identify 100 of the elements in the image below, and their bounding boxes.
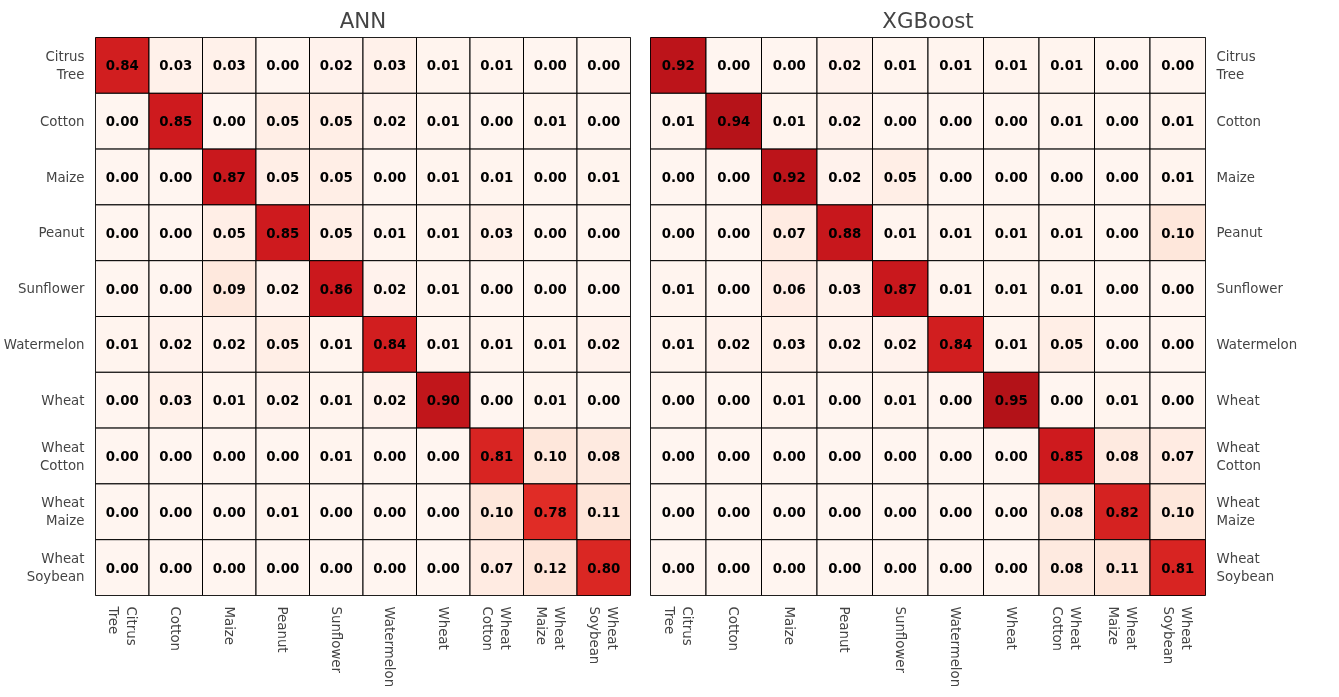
data-label: 0.00 [661,170,695,185]
data-label: 0.01 [994,225,1028,241]
data-label: 0.01 [480,337,514,353]
x-tick-label: Wheat Cotton [480,606,514,652]
data-label: 0.90 [426,393,460,409]
data-label: 0.01 [939,58,973,74]
data-label: 0.00 [587,114,621,130]
data-label: 0.00 [105,281,139,297]
y-tick-label: Watermelon [3,336,85,352]
data-label: 0.10 [480,504,514,520]
data-label: 0.01 [1050,114,1084,130]
data-label: 0.00 [1105,58,1139,74]
data-label: 0.08 [1050,560,1084,576]
data-label: 0.85 [1050,449,1084,464]
data-label: 0.01 [994,58,1028,74]
data-label: 0.11 [587,504,621,520]
data-label: 0.00 [426,449,460,464]
x-tick-label: Citrus Tree [661,605,695,646]
data-label: 0.00 [159,170,193,185]
data-label: 0.00 [717,170,751,185]
data-label: 0.00 [1161,393,1195,409]
y-tick-label: Sunflower [18,281,86,297]
data-label: 0.05 [319,225,353,241]
data-label: 0.00 [772,560,806,576]
data-label: 0.01 [939,225,973,241]
data-label: 0.00 [1050,170,1084,185]
data-label: 0.92 [772,170,806,185]
data-label: 0.01 [1161,114,1195,130]
data-label: 0.03 [159,58,193,74]
data-label: 0.00 [1105,114,1139,130]
data-label: 0.00 [772,58,806,74]
data-label: 0.02 [587,337,621,353]
x-tick-label: Watermelon [382,606,398,688]
data-label: 0.01 [319,393,353,409]
data-label: 0.00 [319,560,353,576]
data-label: 0.00 [661,449,695,464]
data-label: 0.02 [159,337,193,353]
data-label: 0.00 [717,504,751,520]
data-label: 0.00 [1105,170,1139,185]
data-label: 0.00 [533,281,567,297]
data-label: 0.03 [480,225,514,241]
data-label: 0.11 [1105,560,1139,576]
data-label: 0.07 [772,225,806,241]
data-label: 0.05 [319,114,353,130]
y-tick-label: Cotton [1216,113,1262,129]
data-label: 0.01 [1050,225,1084,241]
data-label: 0.01 [772,114,806,130]
data-label: 0.08 [587,449,621,464]
data-label: 0.02 [212,337,246,353]
x-tick-label: Sunflower [328,606,344,674]
x-tick-label: Cotton [726,606,742,652]
data-label: 0.12 [533,560,567,576]
data-label: 0.00 [373,449,407,464]
y-tick-label: Wheat Maize [41,495,85,529]
data-label: 0.01 [319,449,353,464]
x-tick-label: Wheat Maize [533,606,567,650]
data-label: 0.00 [939,449,973,464]
data-label: 0.00 [772,449,806,464]
x-tick-label: Wheat Maize [1105,606,1139,650]
data-label: 0.10 [1161,504,1195,520]
data-label: 0.00 [828,504,862,520]
data-label: 0.95 [994,393,1028,409]
data-label: 0.00 [939,170,973,185]
data-label: 0.00 [717,393,751,409]
data-label: 0.07 [480,560,514,576]
data-label: 0.00 [828,393,862,409]
data-label: 0.00 [266,58,300,74]
data-label: 0.00 [533,58,567,74]
data-label: 0.00 [828,560,862,576]
y-tick-label: Citrus Tree [1215,48,1256,82]
data-label: 0.00 [772,504,806,520]
data-label: 0.01 [661,281,695,297]
data-label: 0.10 [533,449,567,464]
data-label: 0.82 [1105,504,1139,520]
x-tick-label: Wheat Soybean [587,606,621,665]
data-label: 0.00 [883,449,917,464]
data-label: 0.00 [939,560,973,576]
y-tick-label: Wheat Cotton [1216,439,1262,473]
data-label: 0.01 [426,225,460,241]
data-label: 0.00 [159,560,193,576]
x-tick-label: Citrus Tree [105,605,139,646]
data-label: 0.01 [1161,170,1195,185]
data-label: 0.01 [480,170,514,185]
data-label: 0.05 [266,170,300,185]
data-label: 0.00 [480,393,514,409]
data-label: 0.00 [939,114,973,130]
data-label: 0.05 [266,114,300,130]
data-label: 0.01 [480,58,514,74]
data-label: 0.00 [533,170,567,185]
data-label: 0.00 [373,170,407,185]
x-tick-label: Wheat Cotton [1050,606,1084,652]
y-tick-label: Wheat Soybean [26,551,85,585]
data-label: 0.02 [373,281,407,297]
y-tick-label: Maize [45,169,85,185]
data-label: 0.84 [105,58,139,74]
data-label: 0.00 [661,225,695,241]
data-label: 0.01 [883,58,917,74]
data-label: 0.01 [533,114,567,130]
data-label: 0.01 [661,337,695,353]
data-label: 0.03 [212,58,246,74]
